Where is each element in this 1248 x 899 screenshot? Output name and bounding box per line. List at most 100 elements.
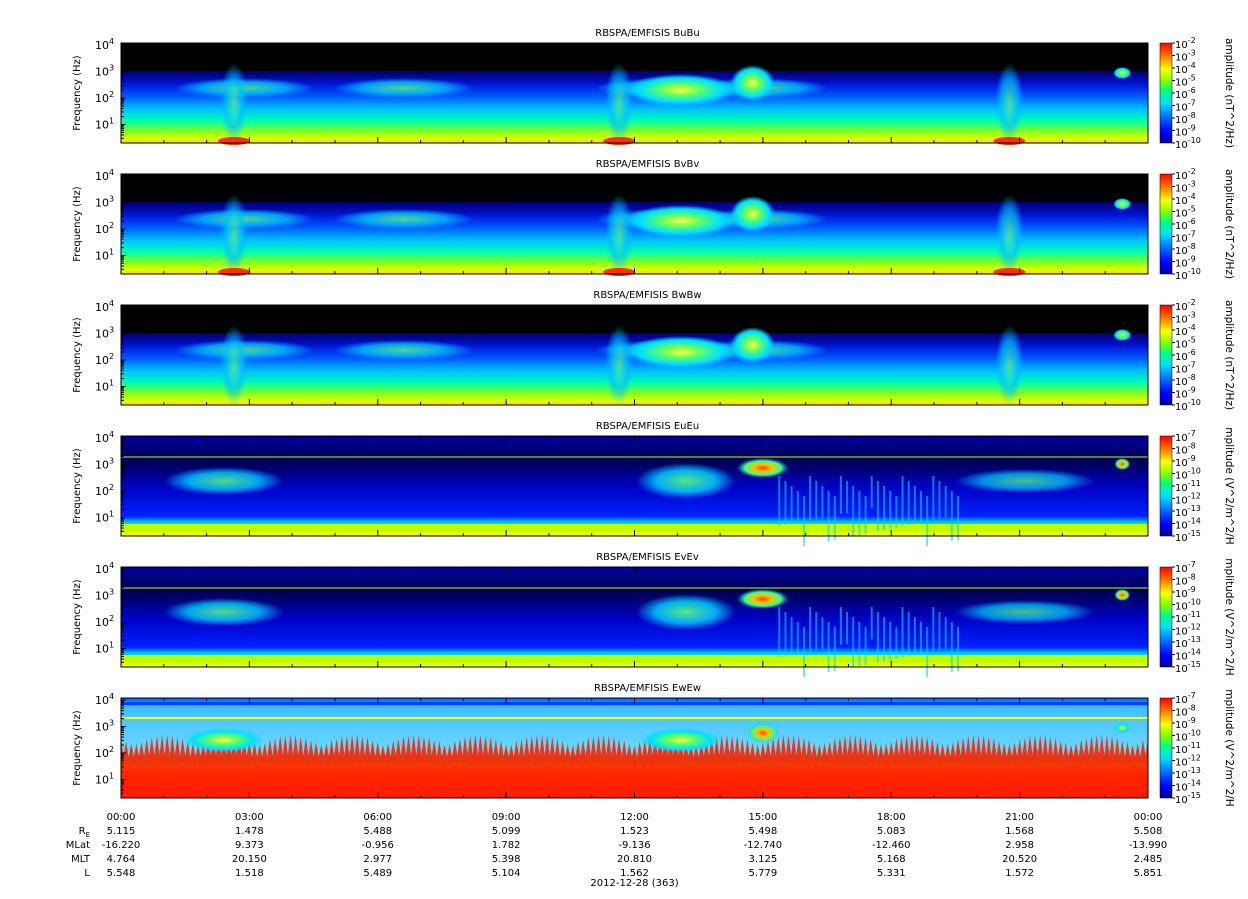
ephemeris-value: -12.460	[872, 840, 911, 851]
colorbar	[1159, 697, 1173, 799]
ephemeris-value: 20.810	[617, 854, 652, 865]
y-tick-label: 101	[95, 640, 114, 655]
panel-2: RBSPA/EMFISIS BvBv 101 102 103 104 Frequency …	[72, 159, 1235, 282]
burst	[821, 617, 824, 649]
x-tick-label: 12:00	[620, 812, 649, 823]
colorbar-label: mplitude (V^2/m^2/H	[1223, 427, 1235, 544]
x-tick-label: 03:00	[235, 812, 264, 823]
ephemeris-value: 5.398	[492, 854, 521, 865]
burst	[839, 607, 842, 645]
y-tick-label: 102	[95, 221, 114, 236]
burst	[802, 496, 805, 546]
ephemeris-value: 5.779	[749, 868, 778, 879]
burst	[821, 486, 824, 518]
perigee-hot	[217, 137, 250, 145]
ephemeris-value: 5.099	[492, 826, 521, 837]
perigee-hot	[603, 268, 636, 276]
noise-floor	[121, 734, 1148, 798]
ephemeris-label: RE	[79, 826, 90, 839]
burst	[926, 627, 929, 677]
ephemeris-value: 1.478	[235, 826, 264, 837]
perigee-hot	[993, 137, 1026, 145]
perigee-spike	[605, 63, 634, 143]
y-tick-label: 103	[95, 326, 114, 341]
x-ticks	[120, 305, 1149, 405]
y-axis-label: Frequency (Hz)	[72, 579, 83, 655]
colorbar	[1159, 42, 1173, 144]
x-tick-label: 18:00	[877, 812, 906, 823]
y-tick-label: 104	[95, 37, 114, 52]
burst	[858, 622, 861, 666]
hiss-band	[183, 728, 264, 752]
chorus-region	[1114, 589, 1131, 601]
perigee-spike	[219, 194, 248, 274]
burst	[920, 491, 923, 523]
colorbar-label: amplitude (nT^2/Hz)	[1223, 38, 1235, 148]
burst	[846, 481, 849, 513]
burst	[938, 612, 941, 650]
panel-title: RBSPA/EMFISIS BuBu	[595, 28, 699, 39]
panel-title: RBSPA/EMFISIS EuEu	[596, 421, 699, 432]
y-tick-label: 103	[95, 64, 114, 79]
burst	[926, 496, 929, 546]
panel-title: RBSPA/EMFISIS EwEw	[594, 683, 701, 694]
chorus-region	[625, 205, 736, 237]
burst	[839, 476, 842, 514]
burst	[889, 622, 892, 660]
ephemeris-value: 5.104	[492, 868, 521, 879]
burst	[907, 612, 910, 656]
burst	[883, 486, 886, 530]
burst	[778, 476, 781, 526]
x-ticks	[120, 174, 1149, 274]
y-tick-label: 103	[95, 588, 114, 603]
ephemeris-value: 1.782	[492, 840, 521, 851]
burst	[815, 481, 818, 519]
hiss-band	[163, 467, 284, 495]
panel-5: RBSPA/EMFISIS EvEv 101 102 103 104 Frequency …	[72, 552, 1235, 677]
ephemeris-value: 1.518	[235, 868, 264, 879]
perigee-spike	[219, 63, 248, 143]
hiss-band	[954, 469, 1095, 493]
chorus-region	[1114, 723, 1131, 733]
x-tick-label: 06:00	[363, 812, 392, 823]
burst	[833, 627, 836, 671]
y-axis-label: Frequency (Hz)	[72, 448, 83, 524]
burst	[932, 476, 935, 520]
ephemeris-value: -9.136	[618, 840, 650, 851]
burst	[889, 491, 892, 529]
burst	[790, 486, 793, 524]
ephemeris-value: 5.168	[877, 854, 906, 865]
panel-title: RBSPA/EMFISIS EvEv	[596, 552, 699, 563]
burst	[833, 496, 836, 540]
colorbar-label: mplitude (V^2/m^2/H	[1223, 689, 1235, 806]
burst	[846, 612, 849, 644]
panel-1: RBSPA/EMFISIS BuBu 101 102 103 104 Frequency …	[72, 28, 1235, 151]
burst	[827, 491, 830, 541]
panel-title: RBSPA/EMFISIS BwBw	[593, 290, 701, 301]
y-tick-label: 104	[95, 299, 114, 314]
chorus-region	[1114, 458, 1131, 470]
chorus-region	[625, 336, 736, 368]
y-tick-label: 102	[95, 352, 114, 367]
burst	[852, 486, 855, 536]
hiss-band	[333, 209, 474, 229]
y-tick-label: 101	[95, 116, 114, 131]
y-axis-label: Frequency (Hz)	[72, 710, 83, 786]
burst	[883, 617, 886, 661]
x-tick-label: 09:00	[492, 812, 521, 823]
x-tick-label: 21:00	[1005, 812, 1034, 823]
ephemeris-value: 2.958	[1005, 840, 1034, 851]
ephemeris-label: L	[84, 868, 90, 879]
burst	[809, 607, 812, 651]
colorbar-label: amplitude (nT^2/Hz)	[1223, 300, 1235, 410]
burst	[864, 496, 867, 534]
y-tick-label: 102	[95, 614, 114, 629]
panel-6: RBSPA/EMFISIS EwEw 101 102 103 104 Frequency …	[72, 683, 1235, 807]
x-tick-label: 15:00	[748, 812, 777, 823]
colorbar	[1159, 304, 1173, 406]
burst	[802, 627, 805, 677]
colorbar-label: amplitude (nT^2/Hz)	[1223, 169, 1235, 279]
burst	[956, 627, 959, 671]
ephemeris-value: -16.220	[102, 840, 141, 851]
ephemeris-value: 1.572	[1005, 868, 1034, 879]
